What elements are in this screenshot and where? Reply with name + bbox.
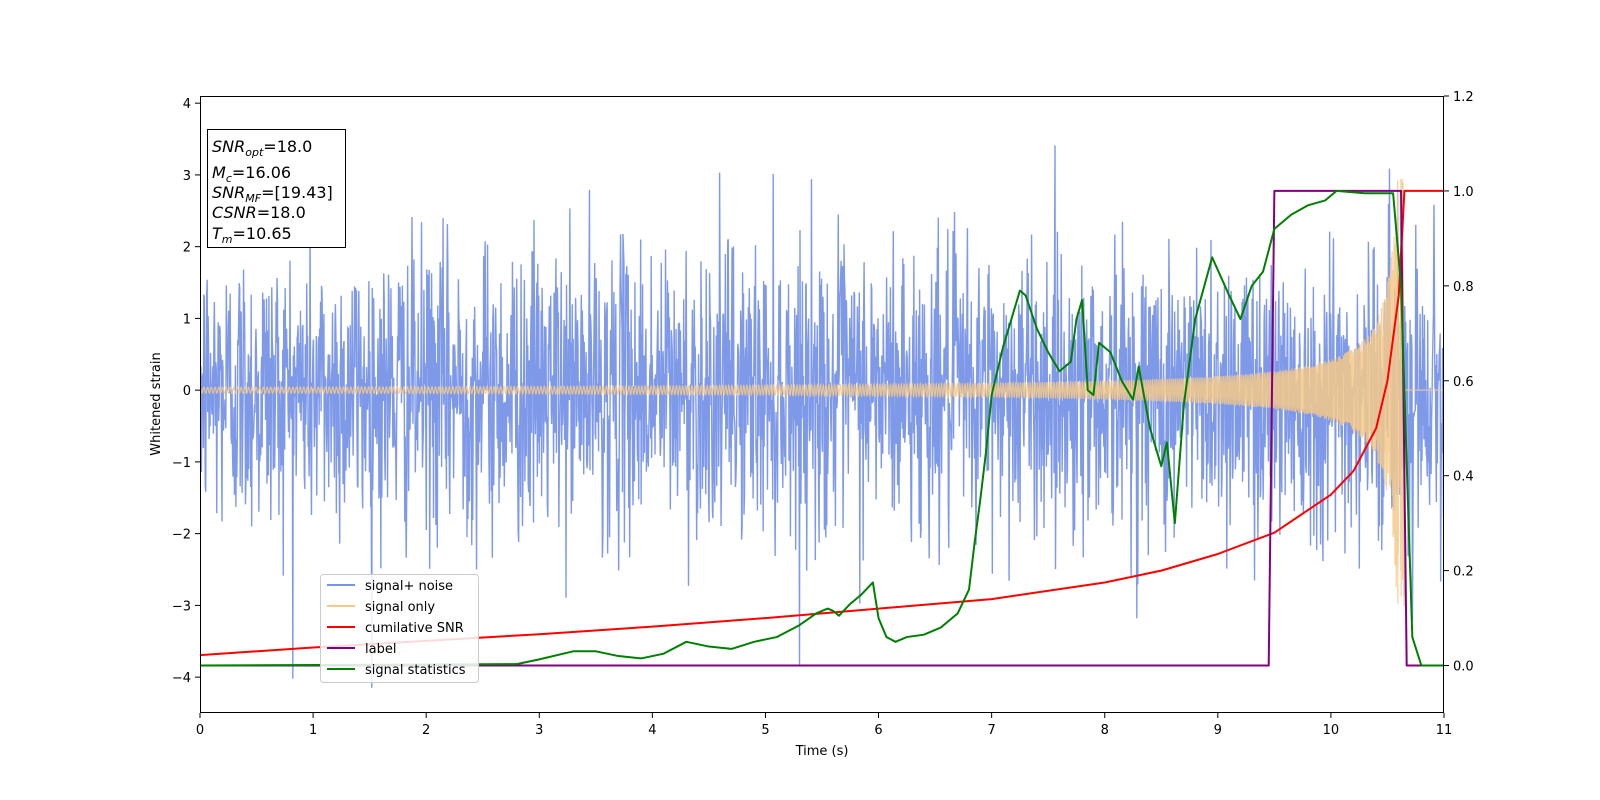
x-tick-label: 11	[1436, 723, 1453, 738]
legend-label-signal-noise: signal+ noise	[365, 579, 453, 594]
y-axis-label: Whitened strain	[149, 352, 164, 455]
x-tick-label: 8	[1101, 723, 1109, 738]
legend-label-cumulative-snr: cumilative SNR	[365, 621, 464, 636]
legend-label-signal-statistics: signal statistics	[365, 663, 466, 678]
x-tick-label: 10	[1323, 723, 1340, 738]
y-right-tick-label: 0.6	[1453, 375, 1474, 390]
legend-frame	[320, 574, 479, 683]
y-right-tick-label: 0.0	[1453, 660, 1474, 675]
legend-label-signal-only: signal only	[365, 600, 435, 615]
infobox-frame	[207, 129, 346, 248]
y-left-tick-label: −1	[172, 456, 191, 471]
infobox-merger-time: Tm=10.65	[212, 224, 292, 246]
y-right-tick-label: 0.4	[1453, 470, 1474, 485]
series-signal-only	[200, 178, 1444, 606]
y-left-tick-label: −3	[172, 599, 191, 614]
y-left-tick-label: 3	[183, 169, 191, 184]
x-tick-label: 0	[196, 723, 204, 738]
y-left-tick-label: 1	[183, 312, 191, 327]
y-left-tick-label: 2	[183, 241, 191, 256]
series-cumulative-snr	[200, 189, 1444, 657]
y-right-tick-label: 0.8	[1453, 280, 1474, 295]
legend: signal+ noise signal only cumilative SNR…	[320, 574, 479, 683]
x-axis: 0 1 2 3 4 5 6 7 8 9 10 11	[196, 713, 1452, 738]
x-tick-label: 4	[648, 723, 656, 738]
x-tick-label: 3	[535, 723, 543, 738]
infobox-chirp-mass: Mc=16.06	[212, 163, 291, 185]
parameter-infobox: SNRopt=18.0 Mc=16.06 SNRMF=[19.43] CSNR=…	[207, 129, 346, 248]
y-left-tick-label: 4	[183, 97, 191, 112]
x-tick-label: 2	[422, 723, 430, 738]
y-right-tick-label: 1.0	[1453, 185, 1474, 200]
right-y-axis: 0.0 0.2 0.4 0.6 0.8 1.0 1.2	[1444, 90, 1474, 675]
series-signal-noise	[200, 145, 1444, 688]
y-left-tick-label: −2	[172, 528, 191, 543]
x-tick-label: 9	[1214, 723, 1222, 738]
y-right-tick-label: 0.2	[1453, 565, 1474, 580]
y-right-tick-label: 1.2	[1453, 90, 1474, 105]
series-signal-statistics	[200, 189, 1444, 667]
x-tick-label: 7	[987, 723, 995, 738]
x-tick-label: 5	[761, 723, 769, 738]
left-y-axis: −4 −3 −2 −1 0 1 2 3 4	[172, 97, 200, 686]
x-tick-label: 6	[874, 723, 882, 738]
y-left-tick-label: 0	[183, 384, 191, 399]
legend-label-label: label	[365, 642, 396, 657]
infobox-snr-opt: SNRopt=18.0	[212, 137, 312, 159]
infobox-csnr: CSNR=18.0	[212, 203, 306, 222]
axes-frame	[200, 96, 1444, 713]
plot-area	[200, 145, 1444, 688]
infobox-snr-mf: SNRMF=[19.43]	[212, 183, 333, 205]
x-axis-label: Time (s)	[795, 744, 849, 759]
x-tick-label: 1	[309, 723, 317, 738]
y-left-tick-label: −4	[172, 671, 191, 686]
